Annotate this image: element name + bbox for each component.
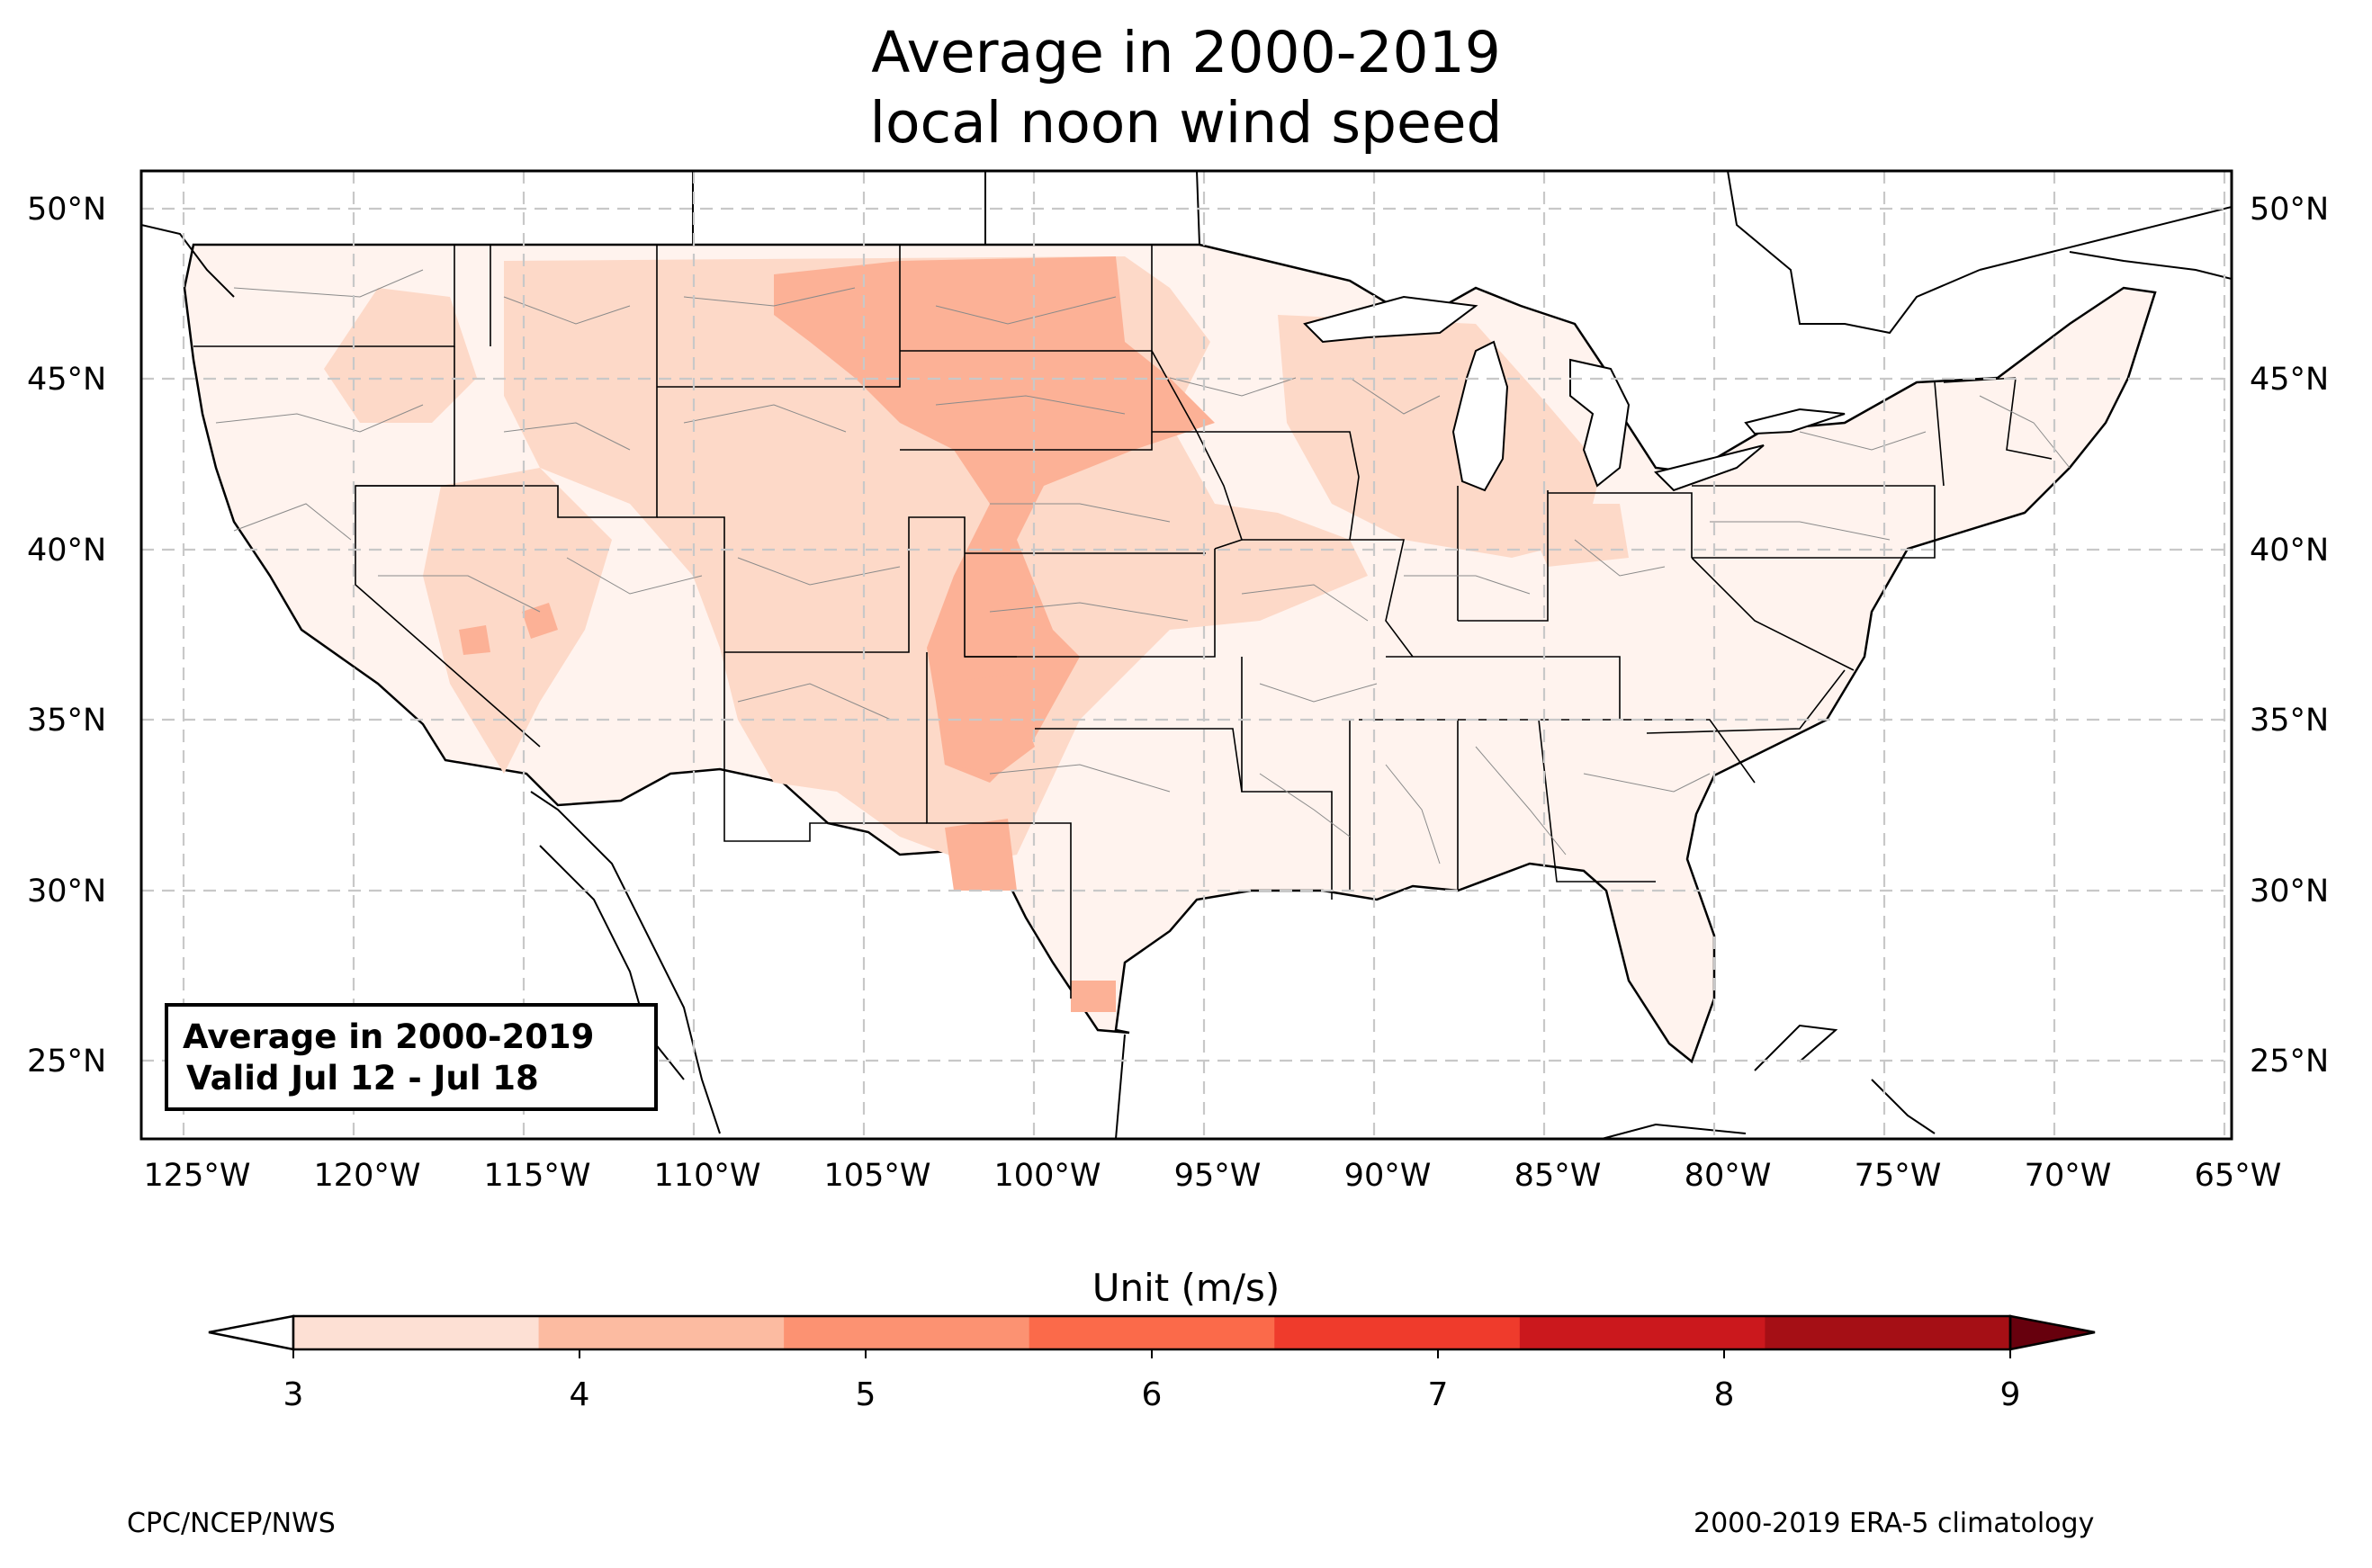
colorbar-ticks: 3 4 5 6 7 8 9 [283, 1349, 2021, 1413]
colorbar-segment [1519, 1316, 1766, 1349]
lat-tick-label: 40°N [2250, 533, 2329, 569]
lat-tick-label: 30°N [27, 874, 106, 909]
colorbar-under-arrow [208, 1314, 295, 1351]
info-box-line1: Average in 2000-2019 [183, 1017, 595, 1056]
lon-tick-label: 90°W [1344, 1158, 1432, 1194]
info-box: Average in 2000-2019 Valid Jul 12 - Jul … [165, 1003, 658, 1111]
lon-tick-label: 70°W [2025, 1158, 2112, 1194]
info-box-line2: Valid Jul 12 - Jul 18 [186, 1059, 539, 1098]
chart-title-line1: Average in 2000-2019 [871, 20, 1501, 85]
lon-tick-label: 110°W [654, 1158, 761, 1194]
lat-tick-label: 45°N [2250, 362, 2329, 398]
colorbar-segment [293, 1316, 540, 1349]
colorbar: 3 4 5 6 7 8 9 [208, 1314, 2096, 1413]
lat-tick-label: 45°N [27, 362, 106, 398]
international-borders [141, 171, 2232, 1139]
lon-tick-label: 120°W [314, 1158, 421, 1194]
lon-tick-label: 95°W [1174, 1158, 1262, 1194]
lat-tick-label: 30°N [2250, 874, 2329, 909]
lat-tick-label: 50°N [2250, 192, 2329, 228]
lon-tick-label: 125°W [144, 1158, 251, 1194]
lon-tick-label: 85°W [1514, 1158, 1602, 1194]
lat-tick-label: 35°N [27, 703, 106, 739]
lat-ticks-right: 50°N 45°N 40°N 35°N 30°N 25°N [2250, 192, 2329, 1080]
lon-ticks: 125°W 120°W 115°W 110°W 105°W 100°W 95°W… [144, 1158, 2282, 1194]
footer-source: CPC/NCEP/NWS [127, 1508, 336, 1539]
colorbar-tick-label: 8 [1714, 1376, 1735, 1413]
colorbar-tick-label: 5 [856, 1376, 876, 1413]
lat-tick-label: 35°N [2250, 703, 2329, 739]
map-frame [139, 169, 2233, 1141]
colorbar-tick-label: 4 [570, 1376, 590, 1413]
colorbar-over-arrow [2008, 1314, 2096, 1351]
division-lines [215, 269, 2071, 865]
lon-tick-label: 105°W [824, 1158, 931, 1194]
lon-tick-label: 115°W [484, 1158, 591, 1194]
lat-tick-label: 25°N [2250, 1044, 2329, 1080]
colorbar-tick-label: 6 [1142, 1376, 1163, 1413]
lon-tick-label: 100°W [994, 1158, 1101, 1194]
lon-tick-label: 65°W [2195, 1158, 2282, 1194]
colorbar-tick-label: 9 [2000, 1376, 2021, 1413]
wind-4-5-band [459, 256, 1215, 1012]
lat-tick-label: 25°N [27, 1044, 106, 1080]
colorbar-label: Unit (m/s) [1092, 1266, 1280, 1310]
colorbar-segment [1274, 1316, 1521, 1349]
colorbar-segment [1029, 1316, 1275, 1349]
colorbar-segment [538, 1316, 785, 1349]
colorbar-tick-label: 3 [283, 1376, 304, 1413]
colorbar-tick-label: 7 [1428, 1376, 1449, 1413]
lon-tick-label: 80°W [1685, 1158, 1772, 1194]
lat-tick-label: 50°N [27, 192, 106, 228]
footer-climatology: 2000-2019 ERA-5 climatology [1694, 1508, 2095, 1539]
colorbar-segments [293, 1316, 2011, 1349]
gridlines [141, 171, 2232, 1139]
colorbar-segment [784, 1316, 1030, 1349]
lat-ticks-left: 50°N 45°N 40°N 35°N 30°N 25°N [27, 192, 106, 1080]
chart-title-line2: local noon wind speed [869, 90, 1503, 156]
lon-tick-label: 75°W [1855, 1158, 1942, 1194]
state-borders [193, 245, 2053, 999]
lat-tick-label: 40°N [27, 533, 106, 569]
colorbar-segment [1765, 1316, 2011, 1349]
map-area [141, 171, 2232, 1139]
